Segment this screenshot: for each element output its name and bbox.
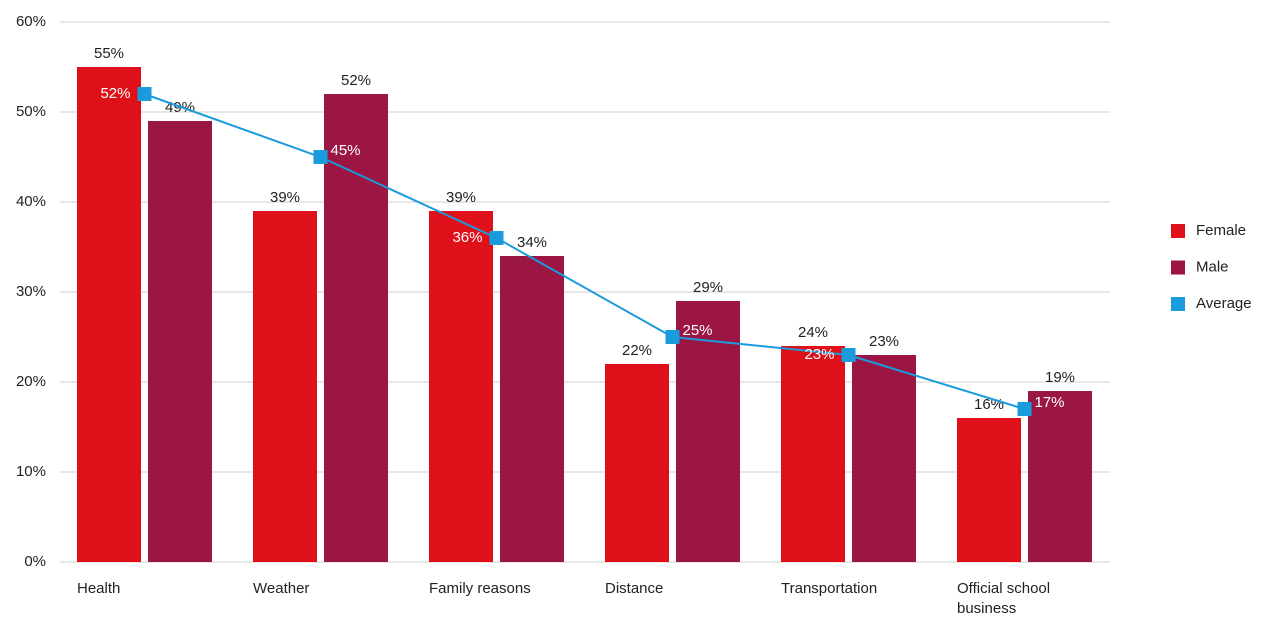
y-tick-label: 30%	[16, 283, 46, 300]
x-tick-label-line: Transportation	[781, 580, 877, 597]
data-label: 23%	[804, 346, 834, 363]
x-tick-label-line: Health	[77, 580, 120, 597]
legend-swatch	[1171, 297, 1185, 311]
line	[144, 93, 1025, 410]
data-label: 17%	[1035, 394, 1065, 411]
bar	[852, 355, 916, 562]
legend-label: Average	[1196, 295, 1252, 312]
line-marker	[489, 231, 504, 245]
bar	[77, 67, 141, 562]
legend-swatch	[1171, 260, 1185, 275]
x-tick-label: Weather	[253, 580, 309, 597]
data-label: 23%	[869, 333, 899, 350]
data-label: 55%	[94, 45, 124, 62]
y-tick-label: 50%	[16, 103, 46, 120]
y-tick-label: 0%	[24, 553, 46, 570]
x-tick-label-line: Weather	[253, 580, 309, 597]
x-tick-label: Transportation	[781, 580, 877, 597]
x-tick-label: Distance	[605, 580, 663, 597]
bar	[148, 121, 212, 562]
line-marker	[313, 150, 328, 164]
bar	[781, 346, 845, 562]
y-tick-label: 60%	[16, 13, 46, 30]
bar	[605, 364, 669, 562]
bar	[676, 301, 740, 562]
data-label: 22%	[622, 342, 652, 359]
x-tick-label: Family reasons	[429, 580, 531, 597]
line-marker	[1017, 402, 1032, 416]
y-tick-label: 20%	[16, 373, 46, 390]
data-label: 52%	[100, 85, 130, 102]
y-tick-label: 40%	[16, 193, 46, 210]
legend-swatch	[1171, 224, 1185, 238]
x-tick-label: Health	[77, 580, 120, 597]
bar	[253, 211, 317, 562]
bar	[1028, 391, 1092, 562]
data-label: 39%	[270, 189, 300, 206]
x-tick-label-line: Family reasons	[429, 580, 531, 597]
y-tick-label: 10%	[16, 463, 46, 480]
legend-label: Female	[1196, 222, 1246, 239]
bar	[324, 94, 388, 562]
data-label: 19%	[1045, 369, 1075, 386]
data-label: 34%	[517, 234, 547, 251]
bar	[957, 418, 1021, 562]
data-label: 29%	[693, 279, 723, 296]
data-label: 24%	[798, 324, 828, 341]
x-tick-label: Official school business	[957, 580, 1050, 617]
x-tick-label-line: business	[957, 600, 1016, 617]
bar	[500, 256, 564, 562]
line-marker	[137, 87, 152, 101]
line-marker	[665, 330, 680, 344]
data-label: 52%	[341, 72, 371, 89]
x-tick-label-line: Official school	[957, 580, 1050, 597]
bar	[429, 211, 493, 562]
x-tick-label-line: Distance	[605, 580, 663, 597]
legend-label: Male	[1196, 258, 1229, 275]
data-label: 39%	[446, 189, 476, 206]
data-label: 36%	[452, 229, 482, 246]
line-marker	[841, 348, 856, 362]
data-label: 45%	[331, 142, 361, 159]
data-label: 25%	[683, 322, 713, 339]
